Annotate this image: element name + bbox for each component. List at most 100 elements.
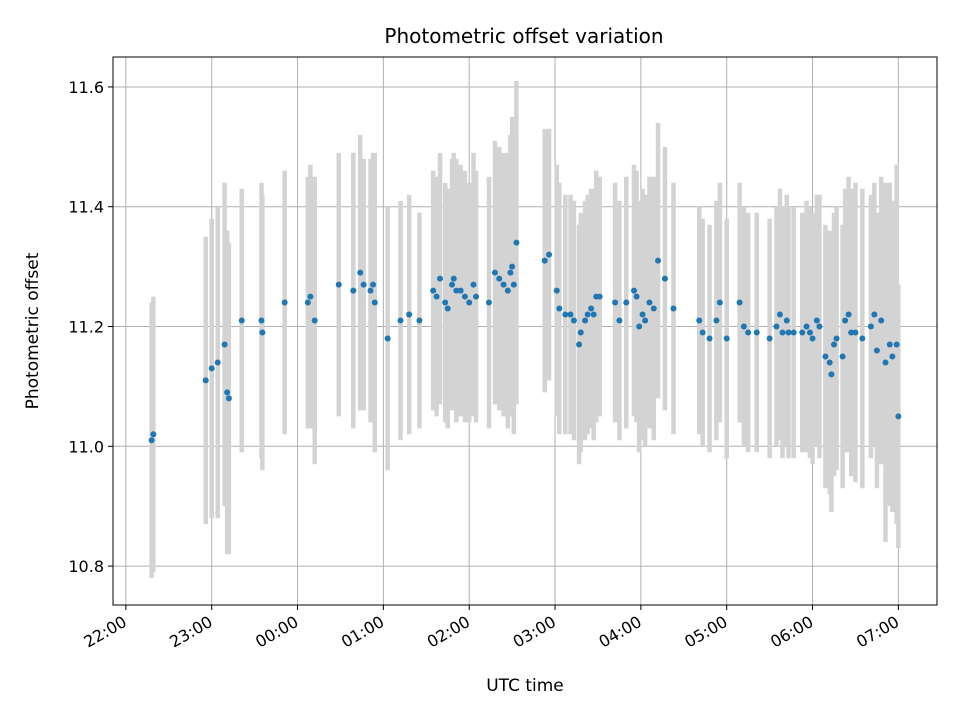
- data-point: [670, 305, 677, 312]
- data-point: [148, 437, 155, 444]
- data-point: [893, 341, 900, 348]
- data-point: [357, 269, 364, 276]
- data-point: [616, 317, 623, 324]
- data-point: [457, 287, 464, 294]
- data-point: [882, 359, 889, 366]
- data-point: [509, 263, 516, 270]
- data-point: [826, 359, 833, 366]
- data-point: [470, 281, 477, 288]
- data-point: [214, 359, 221, 366]
- chart-title: Photometric offset variation: [384, 24, 663, 48]
- data-point: [259, 329, 266, 336]
- data-point: [224, 389, 231, 396]
- data-point: [867, 323, 874, 330]
- data-point: [655, 257, 662, 264]
- data-point: [889, 353, 896, 360]
- data-point: [699, 329, 706, 336]
- data-point: [150, 431, 157, 438]
- data-point: [433, 293, 440, 300]
- data-point: [367, 287, 374, 294]
- data-point: [567, 311, 574, 318]
- data-point: [360, 281, 367, 288]
- data-point: [461, 293, 468, 300]
- data-point: [845, 311, 852, 318]
- data-point: [449, 281, 456, 288]
- data-point: [646, 299, 653, 306]
- data-point: [852, 329, 859, 336]
- data-point: [848, 329, 855, 336]
- data-point: [491, 269, 498, 276]
- data-point: [444, 305, 451, 312]
- data-point: [202, 377, 209, 384]
- data-point: [612, 299, 619, 306]
- data-point: [450, 275, 457, 282]
- data-point: [371, 299, 378, 306]
- data-point: [304, 299, 311, 306]
- y-tick-label: 11.2: [68, 318, 104, 337]
- data-point: [696, 317, 703, 324]
- data-point: [816, 323, 823, 330]
- data-point: [546, 251, 553, 258]
- data-point: [370, 281, 377, 288]
- data-point: [822, 353, 829, 360]
- data-point: [416, 317, 423, 324]
- data-point: [335, 281, 342, 288]
- data-point: [397, 317, 404, 324]
- data-point: [384, 335, 391, 342]
- data-point: [473, 293, 480, 300]
- data-point: [541, 257, 548, 264]
- y-tick-label: 10.8: [68, 557, 104, 576]
- data-point: [582, 317, 589, 324]
- data-point: [842, 317, 849, 324]
- data-point: [776, 311, 783, 318]
- data-point: [713, 317, 720, 324]
- data-point: [803, 323, 810, 330]
- data-point: [633, 293, 640, 300]
- x-axis-label: UTC time: [486, 676, 564, 696]
- data-point: [576, 341, 583, 348]
- data-point: [307, 293, 314, 300]
- y-tick-label: 11.6: [68, 78, 104, 97]
- data-point: [577, 329, 584, 336]
- data-point: [350, 287, 357, 294]
- data-point: [753, 329, 760, 336]
- data-points: [148, 239, 902, 444]
- data-point: [833, 335, 840, 342]
- data-point: [507, 269, 514, 276]
- data-point: [831, 341, 837, 348]
- data-point: [556, 305, 563, 312]
- data-point: [873, 347, 880, 354]
- data-point: [809, 335, 816, 342]
- data-point: [736, 299, 743, 306]
- data-point: [553, 287, 560, 294]
- data-point: [500, 281, 507, 288]
- data-point: [504, 287, 511, 294]
- data-point: [281, 299, 288, 306]
- data-point: [740, 323, 747, 330]
- data-point: [779, 329, 786, 336]
- data-point: [716, 299, 723, 306]
- data-point: [639, 311, 646, 318]
- data-point: [623, 299, 630, 306]
- data-point: [790, 329, 797, 336]
- data-point: [466, 299, 473, 306]
- data-point: [783, 317, 790, 324]
- data-point: [311, 317, 318, 324]
- data-point: [238, 317, 245, 324]
- data-point: [773, 323, 780, 330]
- data-point: [437, 275, 444, 282]
- data-point: [723, 335, 730, 342]
- data-point: [496, 275, 503, 282]
- data-point: [706, 335, 713, 342]
- plot-frame: [112, 56, 938, 606]
- data-point: [661, 275, 668, 282]
- data-point: [859, 335, 866, 342]
- data-point: [584, 311, 591, 318]
- data-point: [588, 305, 595, 312]
- data-point: [895, 413, 902, 420]
- data-point: [871, 311, 878, 318]
- data-point: [221, 341, 228, 348]
- data-point: [806, 329, 813, 336]
- data-point: [785, 329, 792, 336]
- data-point: [442, 299, 449, 306]
